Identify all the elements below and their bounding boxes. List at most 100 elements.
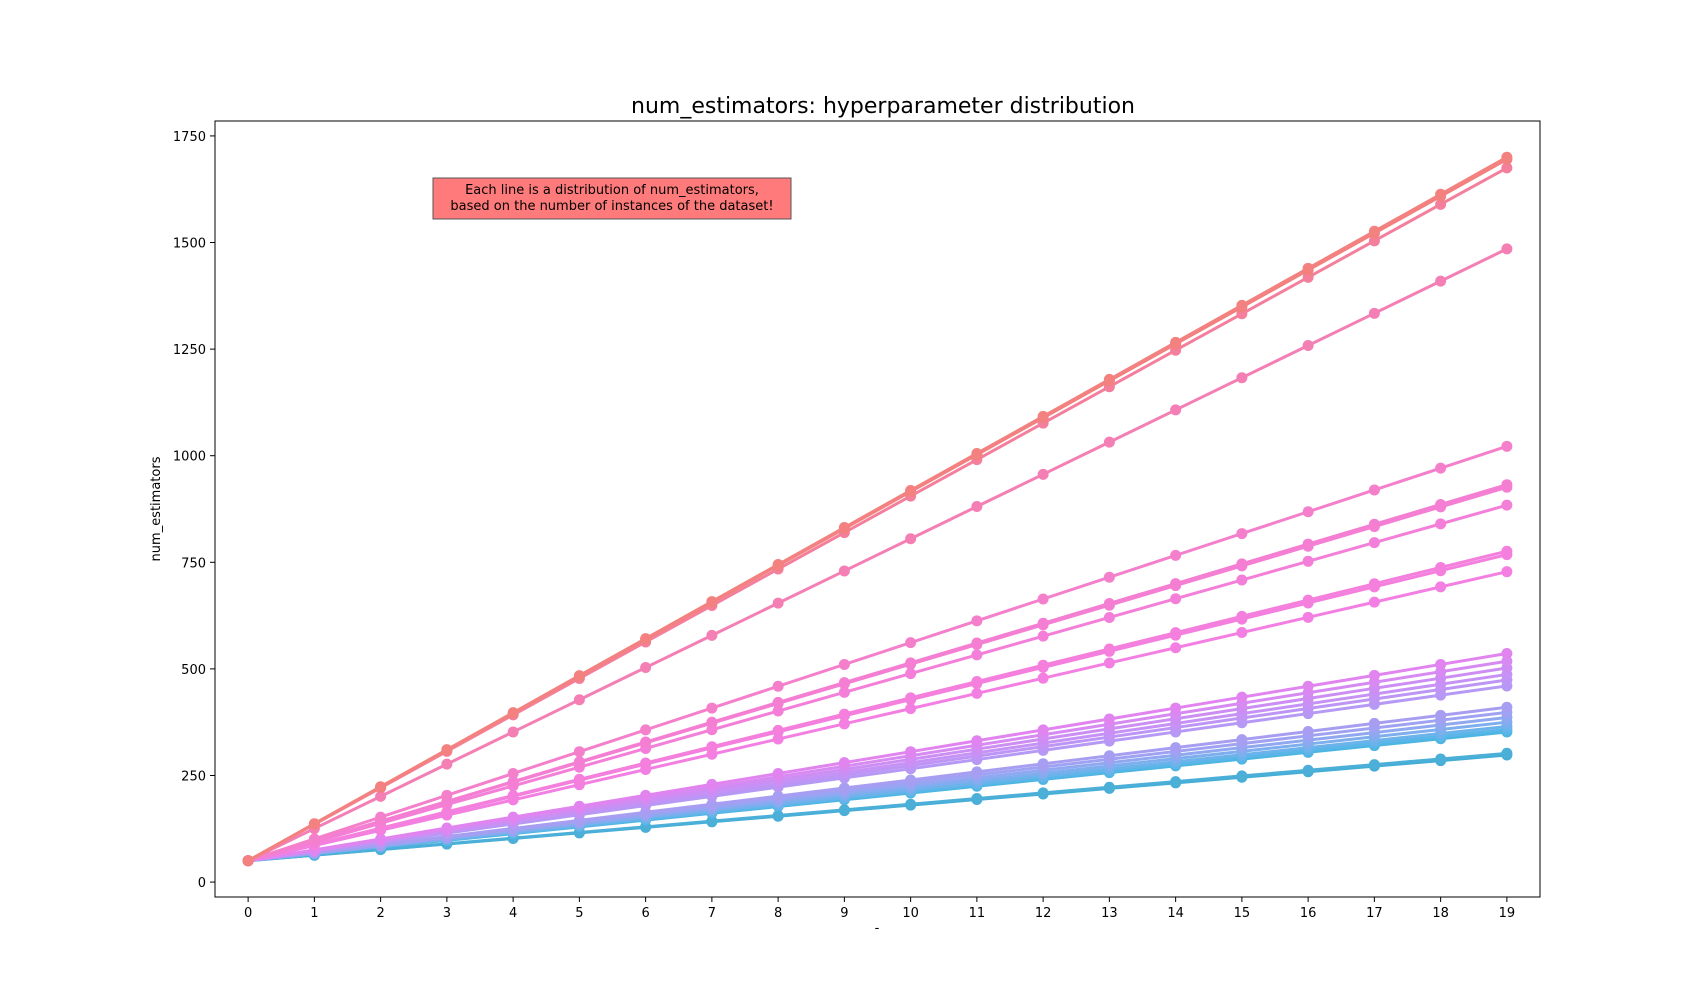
data-point [905,703,917,715]
data-point [573,800,585,812]
data-point [905,798,917,810]
data-point [1501,440,1513,452]
x-tick-label: 3 [443,906,451,921]
data-point [375,811,387,823]
data-point [1435,198,1447,210]
data-point [242,855,254,867]
data-point [1302,340,1314,352]
data-point [1103,436,1115,448]
data-point [1501,151,1513,163]
data-point [1236,574,1248,586]
x-tick-label: 9 [840,906,848,921]
data-point [905,533,917,545]
data-point [706,596,718,608]
data-point [1501,479,1513,491]
y-tick-label: 750 [181,556,206,571]
data-point [1368,578,1380,590]
x-tick-label: 18 [1432,906,1449,921]
data-point [441,758,453,770]
data-point [772,810,784,822]
data-point [1435,498,1447,510]
data-point [1435,753,1447,765]
data-point [507,726,519,738]
data-point [1302,680,1314,692]
data-point [772,790,784,802]
data-point [971,793,983,805]
data-point [1435,562,1447,573]
data-point [507,790,519,802]
data-point [1501,566,1513,578]
data-point [1501,648,1513,660]
data-point [772,705,784,717]
data-point [1435,709,1447,721]
data-point [971,687,983,699]
data-point [838,522,850,534]
data-point [1037,724,1049,736]
data-point [1435,462,1447,474]
data-point [1236,610,1248,622]
data-point [1368,759,1380,771]
data-point [838,708,850,720]
series-line-group [242,479,1513,867]
series-line [247,155,1508,863]
data-point [971,447,983,459]
data-point [1501,162,1513,174]
data-point [1170,336,1182,348]
series-line [247,444,1508,863]
data-point [1236,734,1248,746]
data-point [706,815,718,827]
data-point [971,615,983,627]
data-point [772,597,784,609]
data-point [772,680,784,692]
data-point [1236,299,1248,311]
data-point [1501,545,1513,557]
data-point [905,484,917,496]
data-point [1435,581,1447,593]
x-axis-title: - [875,921,880,936]
data-point [507,707,519,719]
data-point [772,724,784,736]
data-point [706,702,718,714]
data-point [1037,672,1049,684]
data-point [1170,578,1182,590]
data-point [1103,657,1115,669]
data-point [706,778,718,790]
series-line [247,570,1508,863]
data-point [573,746,585,758]
data-point [971,637,983,649]
data-point [905,637,917,649]
data-point [1103,571,1115,583]
data-point [1302,262,1314,274]
data-point [772,768,784,780]
data-point [1302,538,1314,550]
data-point [1368,537,1380,549]
data-point [375,790,387,802]
data-point [838,718,850,730]
x-axis: 0 1 2 3 4 5 6 7 8 9 10 11 12 13 14 15 16 17 18 19 [244,897,1515,921]
data-point [1170,776,1182,788]
data-point [1302,555,1314,567]
data-point [375,833,387,845]
data-point [1501,499,1513,511]
data-point [640,789,652,801]
series-line [247,652,1508,863]
data-point [1368,596,1380,608]
data-point [1170,627,1182,639]
data-point [573,773,585,785]
y-tick-label: 0 [198,876,206,891]
data-point [838,658,850,670]
y-axis-title: num_estimators [149,456,164,561]
data-point [772,559,784,571]
data-point [1170,742,1182,754]
data-point [640,757,652,769]
data-point [772,696,784,708]
data-point [1037,630,1049,642]
series-line-group [242,151,1513,867]
data-point [1368,235,1380,247]
data-point [308,833,320,845]
data-point [1302,726,1314,737]
data-point [1501,701,1513,713]
data-point [1236,528,1248,540]
data-point [1103,597,1115,609]
data-point [905,692,917,704]
